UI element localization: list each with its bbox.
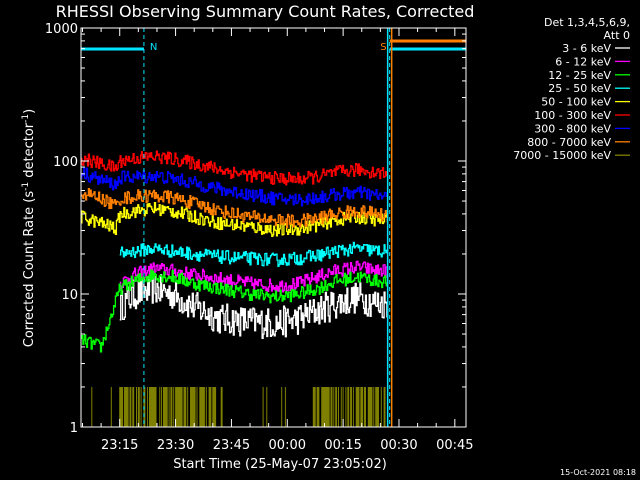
legend-label: 800 - 7000 keV: [527, 136, 611, 149]
y-axis-label-mid: detector: [22, 122, 37, 182]
series-line: [81, 187, 388, 229]
legend-label: 12 - 25 keV: [548, 69, 611, 82]
series-line: [119, 241, 389, 267]
legend-label: 3 - 6 keV: [562, 42, 611, 55]
series-line: [119, 273, 389, 340]
y-tick-label: 1000: [45, 22, 78, 37]
timestamp-label: 15-Oct-2021 08:18: [560, 468, 636, 477]
legend-label: 6 - 12 keV: [555, 55, 611, 68]
y-axis-label-sup1: -1: [21, 182, 31, 191]
series-line: [81, 269, 388, 353]
series-line: [81, 202, 388, 238]
x-tick-label: 00:00: [269, 438, 306, 453]
legend-header: Att 0: [604, 29, 630, 42]
legend-label: 25 - 50 keV: [548, 82, 611, 95]
x-tick-label: 00:30: [380, 438, 417, 453]
legend-label: 7000 - 15000 keV: [513, 149, 611, 162]
x-tick-label: 23:15: [101, 438, 138, 453]
chart-title: RHESSI Observing Summary Count Rates, Co…: [56, 2, 475, 21]
x-tick-label: 00:45: [436, 438, 473, 453]
x-tick-label: 00:15: [324, 438, 361, 453]
y-axis-label-sup2: -1: [21, 114, 31, 123]
marker-label: S: [380, 42, 386, 53]
y-tick-label: 100: [53, 155, 78, 170]
marker-label: N: [150, 42, 157, 53]
y-axis-label-end: ): [22, 109, 37, 114]
series-line: [81, 167, 388, 207]
legend-label: 50 - 100 keV: [541, 96, 611, 109]
y-tick-label: 10: [61, 288, 78, 303]
legend-label: 100 - 300 keV: [534, 109, 611, 122]
series-line: [81, 150, 388, 186]
x-tick-label: 23:45: [213, 438, 250, 453]
y-tick-label: 1: [70, 421, 78, 436]
plot-frame: [80, 27, 467, 428]
legend-label: 300 - 800 keV: [534, 122, 611, 135]
y-axis-label: Corrected Count Rate (s-1 detector-1): [21, 109, 37, 347]
series-line: [91, 387, 386, 427]
legend-header: Det 1,3,4,5,6,9,: [544, 16, 630, 29]
y-axis-label-base: Corrected Count Rate (s: [22, 191, 37, 348]
x-axis-label: Start Time (25-May-07 23:05:02): [173, 457, 387, 472]
x-tick-label: 23:30: [157, 438, 194, 453]
